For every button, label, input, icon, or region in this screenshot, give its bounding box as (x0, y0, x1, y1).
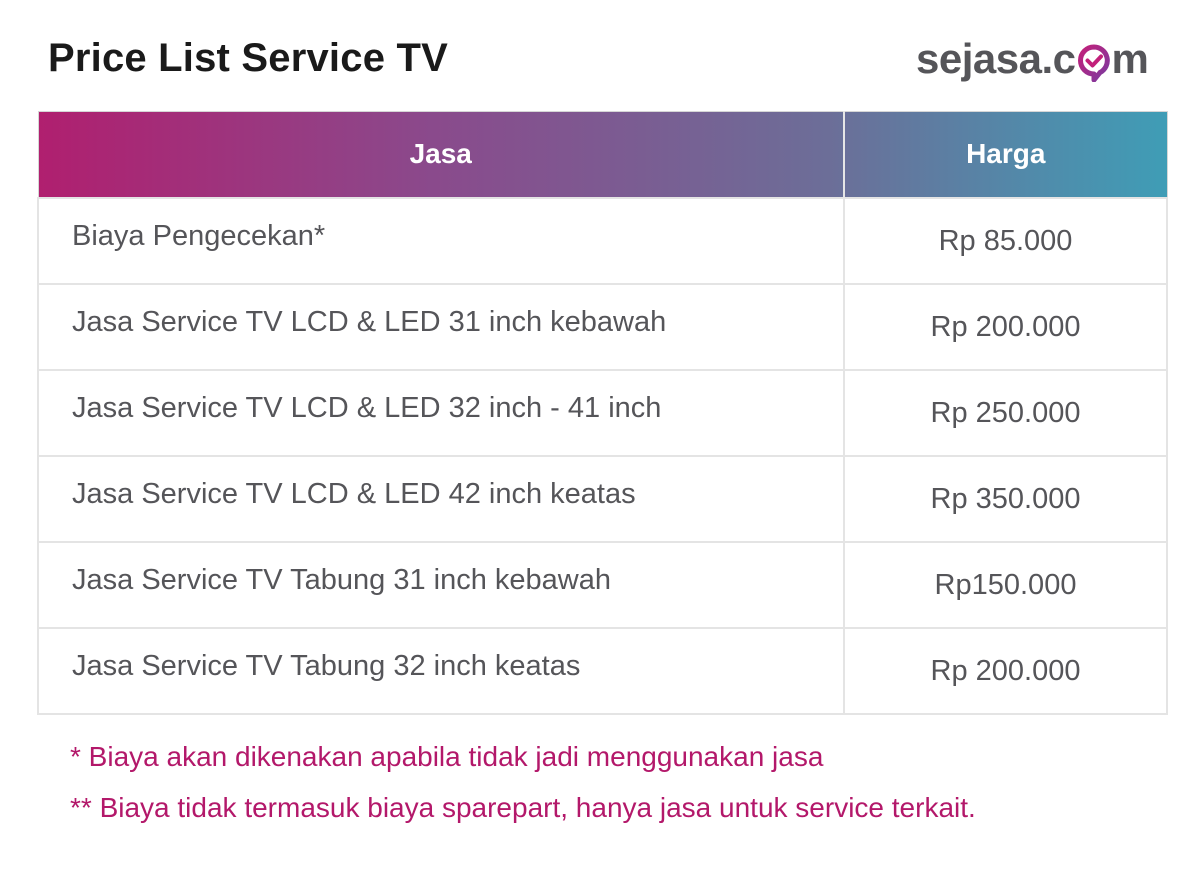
sejasa-logo[interactable]: sejasa.c m (916, 34, 1149, 84)
table-row: Jasa Service TV Tabung 31 inch kebawah R… (37, 540, 1168, 629)
table-row: Jasa Service TV LCD & LED 42 inch keatas… (37, 454, 1168, 543)
check-bubble-icon (1077, 44, 1111, 82)
column-header-harga: Harga (843, 111, 1168, 198)
footnote-checking-fee: * Biaya akan dikenakan apabila tidak jad… (70, 741, 824, 772)
logo-text-prefix: sejasa.c (916, 35, 1076, 82)
service-cell: Jasa Service TV Tabung 31 inch kebawah (37, 540, 845, 629)
table-row: Jasa Service TV LCD & LED 31 inch kebawa… (37, 282, 1168, 371)
price-table: Jasa Harga Biaya Pengecekan* Rp 85.000 J… (37, 111, 1168, 715)
price-cell: Rp 85.000 (843, 196, 1168, 285)
service-cell: Biaya Pengecekan* (37, 196, 845, 285)
price-cell: Rp 200.000 (843, 626, 1168, 715)
price-cell: Rp150.000 (843, 540, 1168, 629)
table-header-row: Jasa Harga (37, 111, 1168, 198)
service-cell: Jasa Service TV LCD & LED 32 inch - 41 i… (37, 368, 845, 457)
logo-text-suffix: m (1111, 35, 1149, 82)
table-row: Jasa Service TV LCD & LED 32 inch - 41 i… (37, 368, 1168, 457)
footnote-sparepart: ** Biaya tidak termasuk biaya sparepart,… (70, 792, 976, 823)
price-cell: Rp 250.000 (843, 368, 1168, 457)
service-cell: Jasa Service TV LCD & LED 31 inch kebawa… (37, 282, 845, 371)
service-cell: Jasa Service TV LCD & LED 42 inch keatas (37, 454, 845, 543)
page-title: Price List Service TV (48, 36, 448, 80)
service-cell: Jasa Service TV Tabung 32 inch keatas (37, 626, 845, 715)
table-row: Biaya Pengecekan* Rp 85.000 (37, 196, 1168, 285)
table-row: Jasa Service TV Tabung 32 inch keatas Rp… (37, 626, 1168, 715)
price-cell: Rp 350.000 (843, 454, 1168, 543)
column-header-jasa: Jasa (37, 111, 845, 198)
price-cell: Rp 200.000 (843, 282, 1168, 371)
